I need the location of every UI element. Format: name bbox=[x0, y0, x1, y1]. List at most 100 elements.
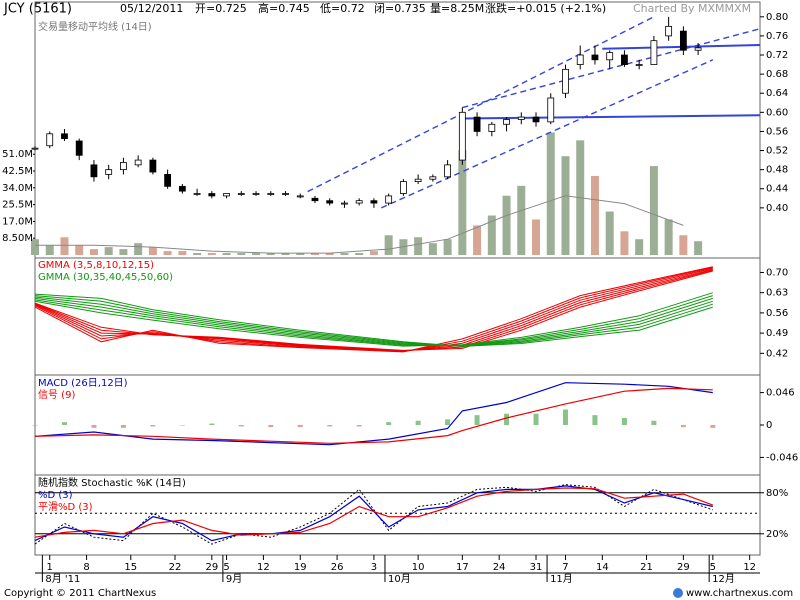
volume-bar bbox=[428, 243, 437, 256]
x-tick-label: 29 bbox=[677, 562, 690, 573]
volume-bar bbox=[369, 251, 378, 256]
volume-bar bbox=[620, 231, 629, 256]
candle-body bbox=[134, 159, 142, 166]
candle-body bbox=[120, 162, 127, 171]
y-tick-label: -0.046 bbox=[766, 452, 798, 463]
volume-ma-label: 交易量移动平均线 (14日) bbox=[38, 20, 152, 33]
candle-body bbox=[61, 133, 68, 139]
stochastic-line bbox=[34, 487, 714, 538]
close: 闭=0.735 bbox=[374, 2, 426, 15]
macd-histogram-bar bbox=[651, 420, 657, 425]
legend-entry: GMMA (3,5,8,10,12,15) bbox=[38, 260, 154, 271]
volume-bar bbox=[443, 239, 452, 256]
y-tick-label: 0 bbox=[766, 420, 772, 431]
macd-histogram-bar bbox=[445, 419, 451, 425]
x-tick-label: 5 bbox=[223, 562, 229, 573]
candle-body bbox=[650, 40, 658, 65]
month-label: 9月 bbox=[226, 573, 242, 585]
macd-histogram-bar bbox=[268, 425, 274, 428]
volume-bar bbox=[296, 253, 305, 256]
candle-body bbox=[370, 200, 378, 204]
y-tick-label: 0.68 bbox=[766, 69, 788, 80]
candle-body bbox=[282, 193, 289, 195]
y-tick-label: 0.70 bbox=[766, 267, 788, 278]
candle-body bbox=[473, 116, 481, 132]
volume-tick-label: 34.0M bbox=[2, 183, 33, 194]
volume-bar bbox=[75, 245, 84, 256]
candle-body bbox=[444, 164, 452, 178]
candle-body bbox=[105, 169, 113, 175]
candle-body bbox=[517, 116, 525, 120]
y-tick-label: 80% bbox=[766, 488, 788, 499]
candle-body bbox=[488, 123, 496, 132]
macd-histogram-bar bbox=[238, 425, 244, 427]
macd-histogram-bar bbox=[327, 425, 333, 427]
volume-bar bbox=[694, 241, 703, 256]
macd-histogram-bar bbox=[680, 425, 686, 428]
candle-body bbox=[621, 54, 628, 65]
macd-histogram-bar bbox=[474, 415, 480, 425]
date: 05/12/2011 bbox=[120, 2, 183, 15]
change: 涨跌=+0.015 (+2.1%) bbox=[485, 1, 606, 15]
volume-bar bbox=[45, 245, 54, 256]
macd-histogram-bar bbox=[415, 420, 421, 425]
x-tick-label: 19 bbox=[294, 562, 307, 573]
candle-body bbox=[252, 193, 260, 195]
candle-body bbox=[311, 197, 319, 202]
volume-bar bbox=[355, 253, 364, 256]
trend-line bbox=[462, 28, 760, 109]
candle-body bbox=[547, 97, 555, 123]
volume-tick-label: 8.50M bbox=[2, 233, 33, 244]
volume-bar bbox=[664, 219, 673, 256]
y-tick-label: 0.72 bbox=[766, 50, 788, 61]
trend-line bbox=[307, 16, 655, 193]
x-tick-label: 24 bbox=[493, 562, 506, 573]
stochastic-k-line bbox=[34, 484, 713, 545]
candle-body bbox=[562, 68, 569, 94]
legend-entry: MACD (26日,12日) bbox=[38, 378, 128, 389]
volume-bar bbox=[134, 243, 143, 256]
x-tick-label: 17 bbox=[456, 562, 469, 573]
candle-body bbox=[341, 202, 348, 205]
x-tick-label: 14 bbox=[596, 562, 609, 573]
volume-bar bbox=[325, 253, 334, 256]
candle-body bbox=[267, 193, 275, 195]
candle-body bbox=[665, 25, 673, 37]
gmma-line bbox=[34, 295, 713, 347]
volume-bar bbox=[561, 156, 570, 256]
x-tick-label: 12 bbox=[257, 562, 270, 573]
macd-histogram-bar bbox=[533, 413, 539, 425]
candle-body bbox=[46, 133, 54, 147]
candle-body bbox=[532, 116, 540, 123]
volume-bar bbox=[148, 247, 157, 256]
x-tick-label: 22 bbox=[169, 562, 182, 573]
volume-bar bbox=[635, 239, 644, 256]
y-tick-label: 0.52 bbox=[766, 146, 788, 157]
volume-ma-line bbox=[35, 195, 684, 254]
candle-body bbox=[90, 164, 98, 178]
volume-bar bbox=[89, 249, 98, 256]
volume-bar bbox=[340, 253, 349, 256]
volume-bar bbox=[310, 253, 319, 256]
y-tick-label: 0.56 bbox=[766, 308, 788, 319]
macd-histogram-bar bbox=[710, 425, 716, 428]
x-tick-label: 15 bbox=[124, 562, 137, 573]
x-tick-label: 21 bbox=[640, 562, 653, 573]
y-tick-label: 0.40 bbox=[766, 203, 788, 214]
x-tick-label: 7 bbox=[562, 562, 568, 573]
candle-body bbox=[429, 176, 437, 180]
macd-histogram-bar bbox=[179, 425, 185, 426]
volume-bar bbox=[104, 247, 113, 256]
volume-bar bbox=[266, 253, 275, 256]
legend-entry: %D (3) bbox=[38, 490, 73, 501]
volume-bar bbox=[458, 150, 467, 256]
high: 高=0.745 bbox=[258, 1, 310, 15]
candle-body bbox=[75, 140, 83, 156]
y-tick-label: 0.48 bbox=[766, 165, 788, 176]
candle-body bbox=[355, 200, 363, 204]
trend-line bbox=[462, 114, 760, 120]
volume-bar bbox=[237, 253, 246, 256]
site[interactable]: www.chartnexus.com bbox=[686, 588, 793, 599]
macd-histogram-bar bbox=[150, 425, 156, 427]
candle-body bbox=[164, 174, 172, 187]
